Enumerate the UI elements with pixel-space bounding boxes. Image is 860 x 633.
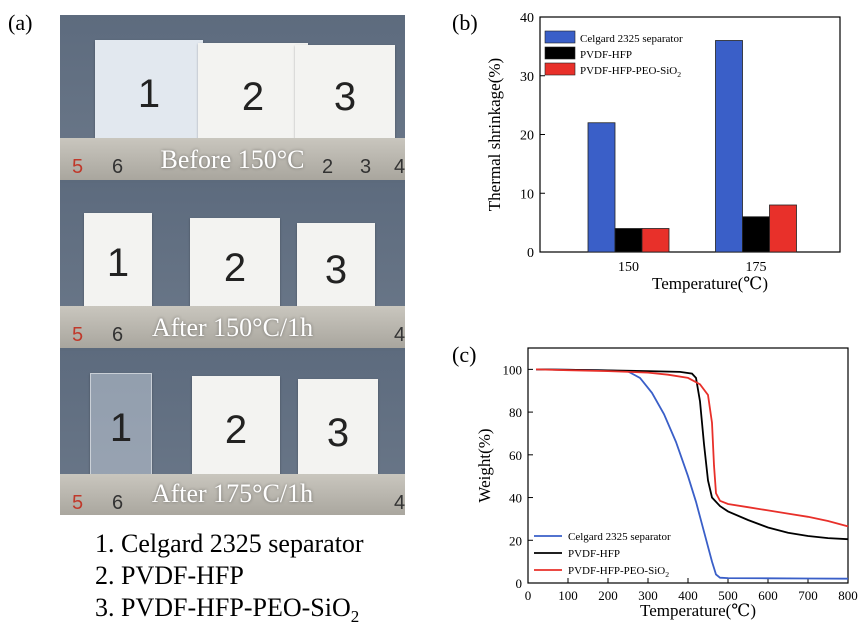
photo-strip-after-175: 1 2 3 5 6 4 After 175°C/1h xyxy=(60,351,405,515)
x-tick-label: 500 xyxy=(718,588,738,603)
sample-3: 3 xyxy=(295,45,395,149)
ruler-number: 4 xyxy=(394,156,405,178)
series-line xyxy=(535,368,849,541)
bar xyxy=(742,216,770,253)
ruler: 5 6 4 xyxy=(60,306,405,348)
bar xyxy=(587,122,616,253)
x-axis-label: Temperature(℃) xyxy=(652,274,768,293)
ruler-number: 6 xyxy=(112,156,124,178)
sample-legend-item-3-text: 3. PVDF-HFP-PEO-SiO xyxy=(95,593,351,622)
legend: Celgard 2325 separator PVDF-HFP PVDF-HFP-P… xyxy=(544,30,683,79)
legend-label: PVDF-HFP xyxy=(580,49,632,61)
y-tick-label: 0 xyxy=(516,576,523,591)
ruler-number: 5 xyxy=(72,324,84,346)
y-tick-label: 40 xyxy=(509,491,522,506)
sample-legend: 1. Celgard 2325 separator 2. PVDF-HFP 3.… xyxy=(95,528,364,633)
x-tick-label: 0 xyxy=(525,588,532,603)
y-tick-label: 100 xyxy=(503,362,523,377)
bar xyxy=(641,228,670,253)
y-tick-label: 20 xyxy=(520,129,534,144)
y-axis-label: Thermal shrinkage(%) xyxy=(485,58,504,211)
photo-strip-after-150: 1 2 3 5 6 4 After 150°C/1h xyxy=(60,183,405,348)
ruler-number: 5 xyxy=(72,156,84,178)
y-tick-label: 60 xyxy=(509,448,522,463)
bar xyxy=(769,204,797,253)
y-tick-label: 80 xyxy=(509,405,522,420)
legend-swatch xyxy=(544,46,576,60)
panel-label-a: (a) xyxy=(8,10,33,35)
series-line xyxy=(535,368,849,528)
ruler-number: 3 xyxy=(360,156,372,178)
legend-swatch xyxy=(544,30,576,44)
x-tick-label: 200 xyxy=(598,588,618,603)
y-tick-label: 10 xyxy=(520,187,534,202)
x-tick-label: 400 xyxy=(678,588,698,603)
legend-label: Celgard 2325 separator xyxy=(580,33,683,45)
y-axis-label: Weight(%) xyxy=(475,428,494,502)
ruler-number: 4 xyxy=(394,492,405,514)
x-tick-label: 800 xyxy=(838,588,858,603)
x-tick-label: 600 xyxy=(758,588,778,603)
sample-photo: 1 2 3 5 6 2 3 4 Before 150°C 1 2 3 5 6 4… xyxy=(60,15,405,515)
legend-swatch xyxy=(544,62,576,76)
y-tick-label: 0 xyxy=(527,246,534,261)
legend-label: PVDF-HFP-PEO-SiO2 xyxy=(580,65,681,79)
sample-2: 2 xyxy=(190,218,280,318)
legend-label: PVDF-HFP-PEO-SiO2 xyxy=(568,565,669,579)
sample-3: 3 xyxy=(297,223,375,318)
y-tick-label: 20 xyxy=(509,533,522,548)
sample-legend-item-3: 3. PVDF-HFP-PEO-SiO2 xyxy=(95,592,364,633)
ruler-number: 6 xyxy=(112,324,124,346)
sample-3: 3 xyxy=(298,379,378,487)
photo-strip-before: 1 2 3 5 6 2 3 4 Before 150°C xyxy=(60,15,405,180)
x-tick-label: 100 xyxy=(558,588,578,603)
legend-label: PVDF-HFP xyxy=(568,548,620,560)
ruler-number: 6 xyxy=(112,492,124,514)
ruler-number: 5 xyxy=(72,492,84,514)
sample-2: 2 xyxy=(192,376,280,484)
x-tick-label: 150 xyxy=(618,260,639,275)
sample-2: 2 xyxy=(198,43,308,151)
x-tick-label: 175 xyxy=(746,260,767,275)
x-axis-label: Temperature(℃) xyxy=(640,601,756,620)
sample-1: 1 xyxy=(90,373,152,483)
y-tick-label: 40 xyxy=(520,11,534,26)
panel-label-c: (c) xyxy=(452,342,477,367)
bar xyxy=(614,228,643,253)
panel-label-b: (b) xyxy=(452,10,478,35)
bar xyxy=(715,40,743,253)
sample-1: 1 xyxy=(95,40,203,148)
ruler-number: 4 xyxy=(394,324,405,346)
y-tick-label: 30 xyxy=(520,70,534,85)
tga-weight-line-chart: 0 20 40 60 80 100 0 100 200 300 400 500 600 700 800 Tem… xyxy=(475,347,858,620)
caption-after-175: After 175°C/1h xyxy=(151,479,314,508)
ruler: 5 6 2 3 4 xyxy=(60,138,405,180)
sample-legend-item-3-subscript: 2 xyxy=(350,607,360,627)
caption-after-150: After 150°C/1h xyxy=(151,313,314,342)
x-tick-label: 300 xyxy=(638,588,658,603)
sample-legend-item-1: 1. Celgard 2325 separator xyxy=(95,529,364,558)
x-tick-label: 700 xyxy=(798,588,818,603)
ruler: 5 6 4 xyxy=(60,474,405,515)
sample-1: 1 xyxy=(84,213,152,313)
sample-legend-item-2: 2. PVDF-HFP xyxy=(95,561,244,590)
legend: Celgard 2325 separator PVDF-HFP PVDF-HFP-P… xyxy=(534,531,671,579)
ruler-number: 2 xyxy=(322,156,334,178)
caption-before: Before 150°C xyxy=(160,145,305,174)
legend-label: Celgard 2325 separator xyxy=(568,531,671,543)
